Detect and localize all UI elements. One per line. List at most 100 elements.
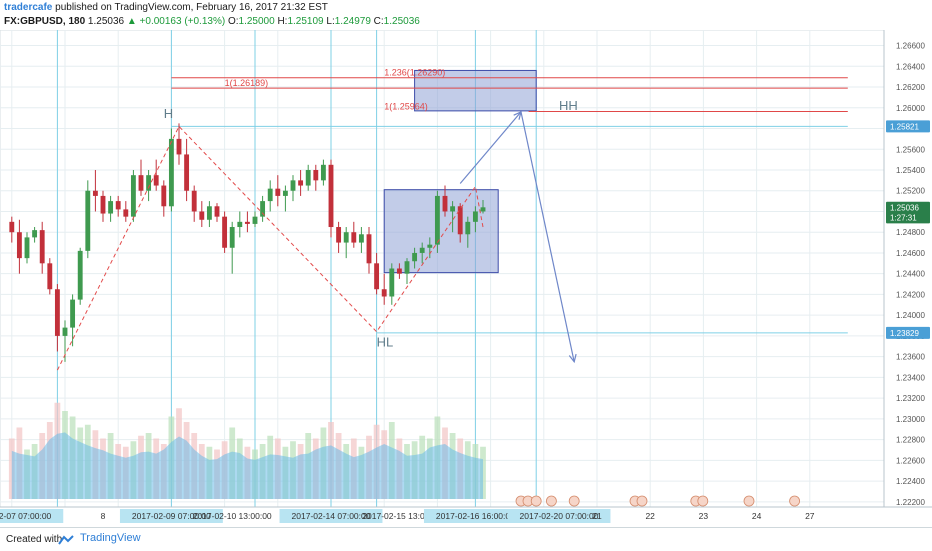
price-badge-label: 1:27:31 <box>890 213 917 222</box>
low-label: L: <box>326 16 335 27</box>
economic-event-flag-icon[interactable] <box>789 495 800 507</box>
price-tick-label: 1.23400 <box>896 373 925 382</box>
close-label: C: <box>373 16 384 27</box>
time-tick-label: 21 <box>592 511 602 521</box>
candle-body <box>298 180 304 186</box>
candle-body <box>176 138 182 155</box>
price-tick-label: 1.24000 <box>896 311 925 320</box>
candle-body <box>77 250 83 300</box>
candle-body <box>206 206 212 220</box>
time-tick-label: 24 <box>752 511 762 521</box>
publisher-name[interactable]: tradercafe <box>4 2 53 13</box>
price-badge <box>886 201 930 214</box>
price-tick-label: 1.26600 <box>896 42 925 51</box>
price-tick-label: 1.23200 <box>896 394 925 403</box>
price-tick-label: 1.23600 <box>896 353 925 362</box>
publish-info: tradercafe published on TradingView.com,… <box>4 2 328 13</box>
economic-event-flag-icon[interactable] <box>636 495 648 507</box>
highlight-box[interactable] <box>414 69 537 112</box>
candle-body <box>39 230 45 264</box>
economic-event-flag-icon[interactable] <box>568 495 580 507</box>
tradingview-logo-icon <box>58 535 74 545</box>
arrow-head <box>568 353 577 364</box>
price-badge <box>886 211 930 224</box>
candle-body <box>115 201 121 210</box>
time-label-highlight <box>423 509 527 523</box>
time-label-highlight <box>279 509 383 523</box>
close-value: 1.25036 <box>383 16 420 27</box>
price-chart[interactable]: 1.266001.264001.262001.260001.258001.256… <box>0 30 932 527</box>
candle-body <box>412 252 418 262</box>
publish-text: published on TradingView.com, February 1… <box>55 2 328 13</box>
economic-event-flag-icon[interactable] <box>546 495 557 507</box>
volume-bar <box>8 438 15 499</box>
candle-body <box>191 190 197 212</box>
high-label: H: <box>277 16 288 27</box>
time-tick-label: 22 <box>645 511 655 521</box>
time-tick-label: 8 <box>101 511 106 521</box>
price-tick-label: 1.22400 <box>896 477 925 486</box>
candle-body <box>275 188 281 196</box>
symbol-label[interactable]: FX:GBPUSD, 180 <box>4 16 86 27</box>
price-change: +0.00163 (+0.13%) <box>139 16 226 27</box>
candle-body <box>199 211 205 220</box>
candle-body <box>389 268 395 297</box>
price-badge-label: 1.25036 <box>890 204 919 213</box>
price-tick-label: 1.26000 <box>896 104 925 113</box>
candle-body <box>465 221 471 235</box>
pattern-label: HL <box>377 334 394 349</box>
candle-body <box>427 244 433 248</box>
open-value: 1.25000 <box>238 16 275 27</box>
tradingview-brand[interactable]: TradingView <box>80 532 141 544</box>
candle-body <box>161 185 167 207</box>
price-badge <box>886 326 930 339</box>
candle-body <box>16 232 22 259</box>
candle-body <box>108 201 114 214</box>
time-tick-label: 27 <box>805 511 815 521</box>
time-tick-label: 2017-02-20 07:00:00 <box>520 511 599 521</box>
low-value: 1.24979 <box>334 16 371 27</box>
up-arrow-icon: ▲ <box>126 16 137 27</box>
time-label-highlight <box>0 509 64 523</box>
candle-body <box>472 211 478 222</box>
projection-arrow[interactable] <box>459 111 522 184</box>
candle-body <box>24 237 30 259</box>
last-price: 1.25036 <box>87 16 125 27</box>
highlight-box[interactable] <box>383 189 499 274</box>
economic-event-flag-icon[interactable] <box>697 495 709 507</box>
candle-body <box>237 221 243 228</box>
price-tick-label: 1.22600 <box>896 456 925 465</box>
candle-body <box>434 195 440 245</box>
level-label: 1(1.25964) <box>384 102 428 112</box>
candle-body <box>229 227 235 248</box>
time-tick-label: 2017-02-16 16:00:00 <box>436 511 515 521</box>
economic-event-flag-icon[interactable] <box>530 495 542 507</box>
candle-body <box>153 175 159 186</box>
volume-ma-area <box>11 432 484 499</box>
projection-arrow[interactable] <box>520 111 575 362</box>
candle-body <box>92 190 98 196</box>
candle-body <box>168 138 174 207</box>
candle-body <box>260 201 266 217</box>
level-label: 1.236(1.26290) <box>384 68 445 78</box>
candle-body <box>244 221 250 224</box>
candle-body <box>9 221 15 233</box>
price-tick-label: 1.24200 <box>896 290 925 299</box>
candle-body <box>282 190 288 196</box>
time-tick-label: 2017-02-10 13:00:00 <box>193 511 272 521</box>
candle-body <box>381 289 387 297</box>
time-tick-label: 2017-02-14 07:00:00 <box>292 511 371 521</box>
price-tick-label: 1.23000 <box>896 415 925 424</box>
symbol-info: FX:GBPUSD, 180 1.25036 ▲ +0.00163 (+0.13… <box>4 16 420 27</box>
price-tick-label: 1.25400 <box>896 166 925 175</box>
candle-body <box>70 299 76 328</box>
price-badge <box>886 120 930 133</box>
candle-body <box>130 175 136 217</box>
candle-body <box>123 209 129 217</box>
candle-body <box>442 195 448 212</box>
footer: Created with TradingView <box>0 527 932 551</box>
candle-body <box>480 207 486 212</box>
candle-body <box>336 227 342 243</box>
economic-event-flag-icon[interactable] <box>743 495 755 507</box>
time-tick-label: 2017-02-15 13:00:0 <box>362 511 436 521</box>
